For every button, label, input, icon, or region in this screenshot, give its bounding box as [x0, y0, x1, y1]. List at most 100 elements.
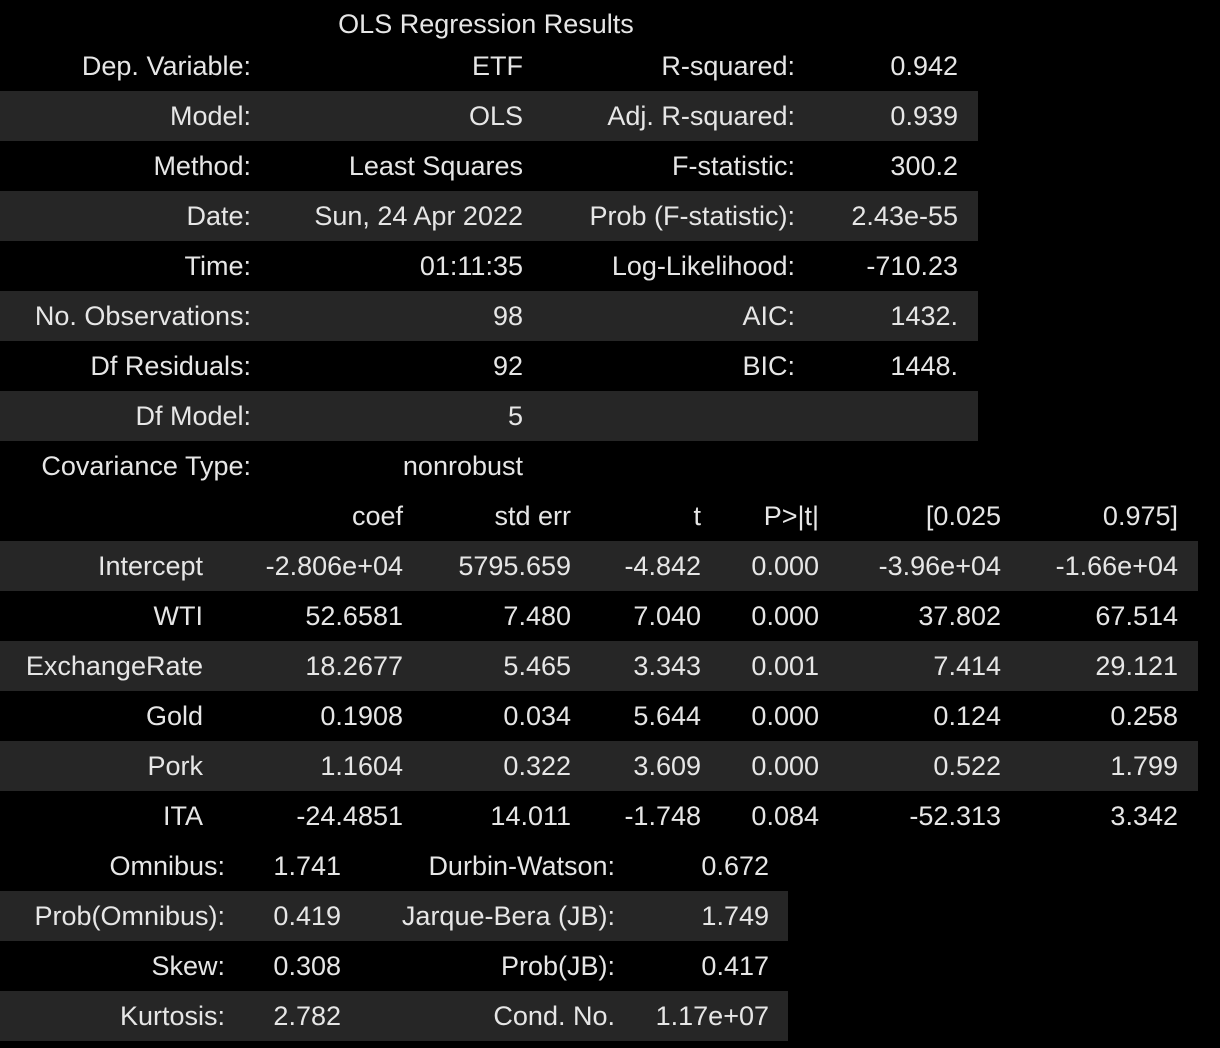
summary-row: Df Residuals: 92 BIC: 1448.: [0, 341, 978, 391]
coef-value: 1.1604: [203, 741, 403, 791]
summary-stat-label: F-statistic:: [671, 151, 795, 181]
summary-stat-label: [523, 441, 795, 491]
diagnostic-label: Omnibus:: [109, 851, 225, 881]
summary-value: 01:11:35: [419, 251, 523, 281]
summary-row: Time: 01:11:35 Log-Likelihood: -710.23: [0, 241, 978, 291]
row-pad: [958, 391, 978, 441]
std-err-value: 5.465: [403, 641, 571, 691]
row-pad: [1178, 491, 1198, 541]
coef-value: 18.2677: [203, 641, 403, 691]
diagnostic-label: Prob(Omnibus):: [0, 891, 225, 941]
t-value: -4.842: [571, 541, 701, 591]
summary-row: No. Observations: 98 AIC: 1432.: [0, 291, 978, 341]
summary-row: Df Model: 5: [0, 391, 978, 441]
results-title: OLS Regression Results: [338, 9, 634, 39]
summary-label: Date:: [0, 191, 251, 241]
ci-lower-value: 7.414: [819, 641, 1001, 691]
diagnostic-value: 1.741: [273, 851, 341, 881]
ci-lower-value: 0.124: [933, 701, 1001, 731]
coef-row: ExchangeRate 18.2677 5.465 3.343 0.001 7…: [0, 641, 1198, 691]
diagnostic-value: 1.17e+07: [615, 991, 769, 1041]
t-value: 3.343: [571, 641, 701, 691]
column-header: coef: [351, 501, 403, 531]
ci-upper-value: 1.799: [1001, 741, 1178, 791]
ci-lower-value: -3.96e+04: [819, 541, 1001, 591]
model-summary-table: Dep. Variable: ETF R-squared: 0.942 Mode…: [0, 41, 978, 491]
summary-value: nonrobust: [402, 451, 523, 481]
std-err-value: 7.480: [503, 601, 571, 631]
std-err-value: 0.322: [403, 741, 571, 791]
column-header: [0.025: [925, 501, 1001, 531]
summary-value: 92: [492, 351, 523, 381]
column-header: t: [693, 501, 701, 531]
diagnostic-value: 1.749: [615, 891, 769, 941]
summary-label: Dep. Variable:: [81, 51, 251, 81]
summary-value: 98: [251, 291, 523, 341]
summary-row: Covariance Type: nonrobust: [0, 441, 978, 491]
summary-stat-value: 1432.: [795, 291, 958, 341]
row-pad: [1178, 541, 1198, 591]
row-pad: [958, 291, 978, 341]
diagnostic-row: Skew: 0.308 Prob(JB): 0.417: [0, 941, 788, 991]
diagnostics-table: Omnibus: 1.741 Durbin-Watson: 0.672 Prob…: [0, 841, 788, 1041]
p-value: 0.084: [751, 801, 819, 831]
row-pad: [958, 341, 978, 391]
summary-stat-label: AIC:: [523, 291, 795, 341]
column-header: 0.975]: [1102, 501, 1178, 531]
p-value: 0.001: [701, 641, 819, 691]
coef-row: Pork 1.1604 0.322 3.609 0.000 0.522 1.79…: [0, 741, 1198, 791]
coef-header-row: coef std err t P>|t| [0.025 0.975]: [0, 491, 1198, 541]
coef-row: WTI 52.6581 7.480 7.040 0.000 37.802 67.…: [0, 591, 1198, 641]
summary-row: Date: Sun, 24 Apr 2022 Prob (F-statistic…: [0, 191, 978, 241]
column-header: std err: [494, 501, 571, 531]
summary-stat-value: 0.939: [795, 91, 958, 141]
summary-label: Df Model:: [0, 391, 251, 441]
summary-stat-label: Log-Likelihood:: [611, 251, 795, 281]
summary-label: No. Observations:: [0, 291, 251, 341]
row-pad: [769, 941, 788, 991]
row-pad: [958, 141, 978, 191]
variable-name: Intercept: [0, 541, 203, 591]
summary-value: Least Squares: [348, 151, 523, 181]
summary-value: Sun, 24 Apr 2022: [251, 191, 523, 241]
summary-stat-value: 1448.: [890, 351, 958, 381]
diagnostic-row: Prob(Omnibus): 0.419 Jarque-Bera (JB): 1…: [0, 891, 788, 941]
t-value: -1.748: [624, 801, 701, 831]
row-pad: [1178, 591, 1198, 641]
diagnostic-label: Cond. No.: [341, 991, 615, 1041]
p-value: 0.000: [751, 601, 819, 631]
row-pad: [958, 91, 978, 141]
summary-stat-value: -710.23: [866, 251, 958, 281]
coef-value: 0.1908: [320, 701, 403, 731]
ci-upper-value: 67.514: [1095, 601, 1178, 631]
summary-stat-value: 2.43e-55: [795, 191, 958, 241]
row-pad: [769, 991, 788, 1041]
summary-stat-label: Adj. R-squared:: [523, 91, 795, 141]
ci-upper-value: 3.342: [1110, 801, 1178, 831]
summary-stat-value: [795, 441, 958, 491]
std-err-value: 14.011: [490, 801, 571, 831]
summary-stat-value: 0.942: [890, 51, 958, 81]
variable-name: ExchangeRate: [0, 641, 203, 691]
summary-label: Method:: [153, 151, 251, 181]
summary-value: OLS: [251, 91, 523, 141]
coefficients-table: coef std err t P>|t| [0.025 0.975] Inter…: [0, 491, 1198, 841]
p-value: 0.000: [701, 741, 819, 791]
summary-value: ETF: [472, 51, 523, 81]
coef-row: ITA -24.4851 14.011 -1.748 0.084 -52.313…: [0, 791, 1198, 841]
summary-row: Model: OLS Adj. R-squared: 0.939: [0, 91, 978, 141]
column-header: P>|t|: [763, 501, 819, 531]
row-pad: [958, 441, 978, 491]
diagnostic-label: Jarque-Bera (JB):: [341, 891, 615, 941]
summary-row: Method: Least Squares F-statistic: 300.2: [0, 141, 978, 191]
ci-lower-value: -52.313: [909, 801, 1001, 831]
row-pad: [769, 891, 788, 941]
row-pad: [769, 841, 788, 891]
coef-value: -24.4851: [296, 801, 403, 831]
ci-lower-value: 37.802: [918, 601, 1001, 631]
coef-row: Gold 0.1908 0.034 5.644 0.000 0.124 0.25…: [0, 691, 1198, 741]
p-value: 0.000: [751, 701, 819, 731]
summary-stat-label: R-squared:: [661, 51, 795, 81]
diagnostic-value: 0.308: [273, 951, 341, 981]
row-pad: [1178, 691, 1198, 741]
